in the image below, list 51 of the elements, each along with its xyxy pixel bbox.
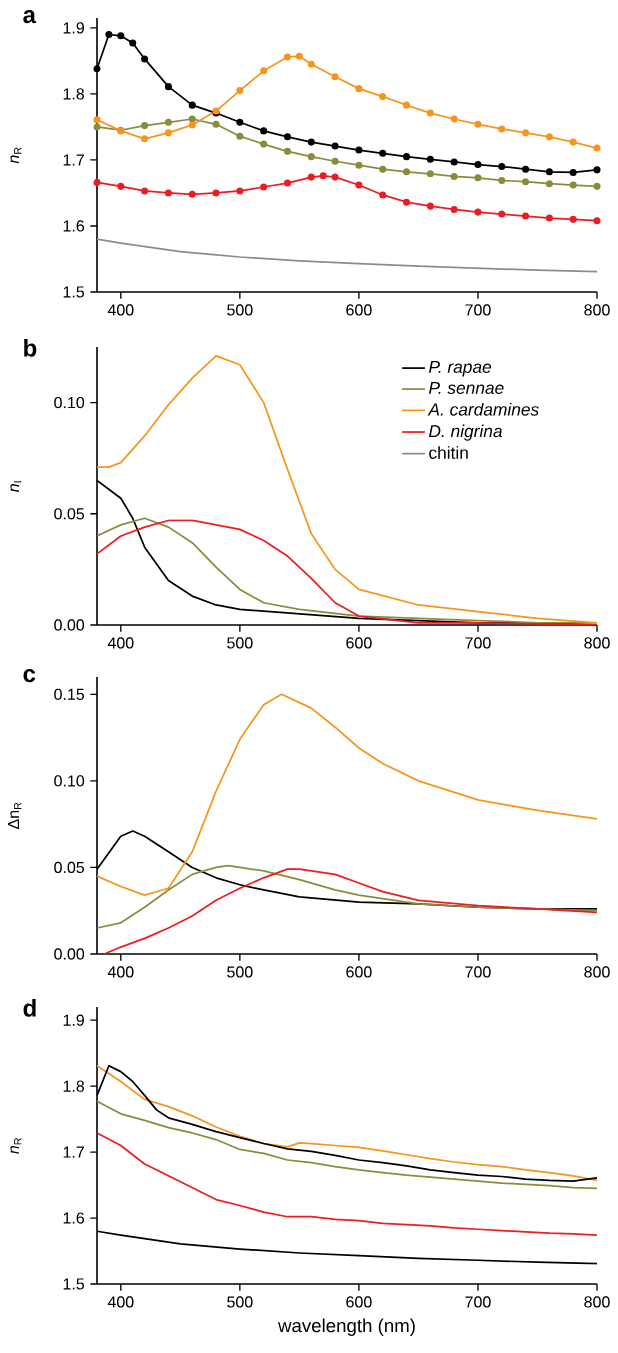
- legend-label: P. rapae: [428, 360, 492, 377]
- x-tick-label: 400: [107, 304, 134, 316]
- y-tick-label: 0.15: [54, 688, 85, 700]
- y-tick-label: 0.05: [54, 861, 85, 874]
- legend-label: chitin: [429, 446, 468, 459]
- x-axis-title: wavelength (nm): [277, 1318, 415, 1336]
- x-tick-label: 500: [227, 966, 253, 978]
- x-tick-label: 700: [465, 637, 491, 649]
- y-tick-label: 1.5: [63, 286, 85, 298]
- y-tick-label: 1.7: [63, 154, 84, 166]
- y-axis-title: n$_{I}$: [10, 481, 22, 492]
- y-tick-label: 0.10: [54, 396, 85, 409]
- y-tick-label: 0.05: [54, 508, 85, 520]
- legend-label: P. sennae: [428, 381, 504, 395]
- chart-title: b: [24, 339, 37, 357]
- y-tick-label: 0.00: [54, 619, 85, 631]
- x-tick-label: 600: [346, 304, 372, 316]
- chart-title: c: [23, 669, 36, 683]
- x-tick-label: 600: [346, 1296, 372, 1308]
- x-tick-label: 800: [584, 304, 610, 316]
- x-tick-label: 800: [584, 1296, 610, 1308]
- legend-label: A. cardamines: [427, 402, 539, 416]
- chart-title: a: [23, 10, 37, 24]
- y-tick-label: 1.6: [63, 1212, 85, 1224]
- y-tick-label: 1.9: [63, 22, 84, 34]
- x-tick-label: 800: [584, 637, 610, 649]
- x-tick-label: 800: [584, 966, 610, 978]
- x-tick-label: 700: [465, 966, 491, 978]
- x-tick-label: 600: [346, 637, 372, 649]
- legend-label: D. nigrina: [428, 424, 502, 441]
- x-tick-label: 400: [107, 1296, 134, 1308]
- y-axis-title: n$_{R}$: [10, 1138, 22, 1154]
- y-tick-label: 0.00: [54, 948, 85, 960]
- x-tick-label: 400: [107, 966, 134, 978]
- x-tick-label: 600: [346, 966, 372, 978]
- x-tick-label: 500: [227, 304, 253, 316]
- y-axis-title: n$_{R}$: [10, 147, 22, 164]
- y-axis-title: Δn$_{R}$: [8, 802, 22, 829]
- x-tick-label: 500: [227, 1296, 253, 1308]
- y-tick-label: 1.8: [63, 1080, 85, 1092]
- y-tick-label: 1.9: [63, 1014, 84, 1026]
- y-tick-label: 0.10: [54, 775, 85, 787]
- x-tick-label: 700: [465, 1296, 491, 1308]
- chart-title: d: [23, 999, 36, 1017]
- y-tick-label: 1.5: [63, 1278, 85, 1290]
- x-tick-label: 500: [227, 637, 253, 649]
- x-tick-label: 400: [107, 637, 134, 649]
- x-tick-label: 700: [465, 304, 491, 316]
- y-tick-label: 1.8: [63, 88, 85, 100]
- y-tick-label: 1.7: [63, 1146, 84, 1158]
- y-tick-label: 1.6: [63, 220, 85, 232]
